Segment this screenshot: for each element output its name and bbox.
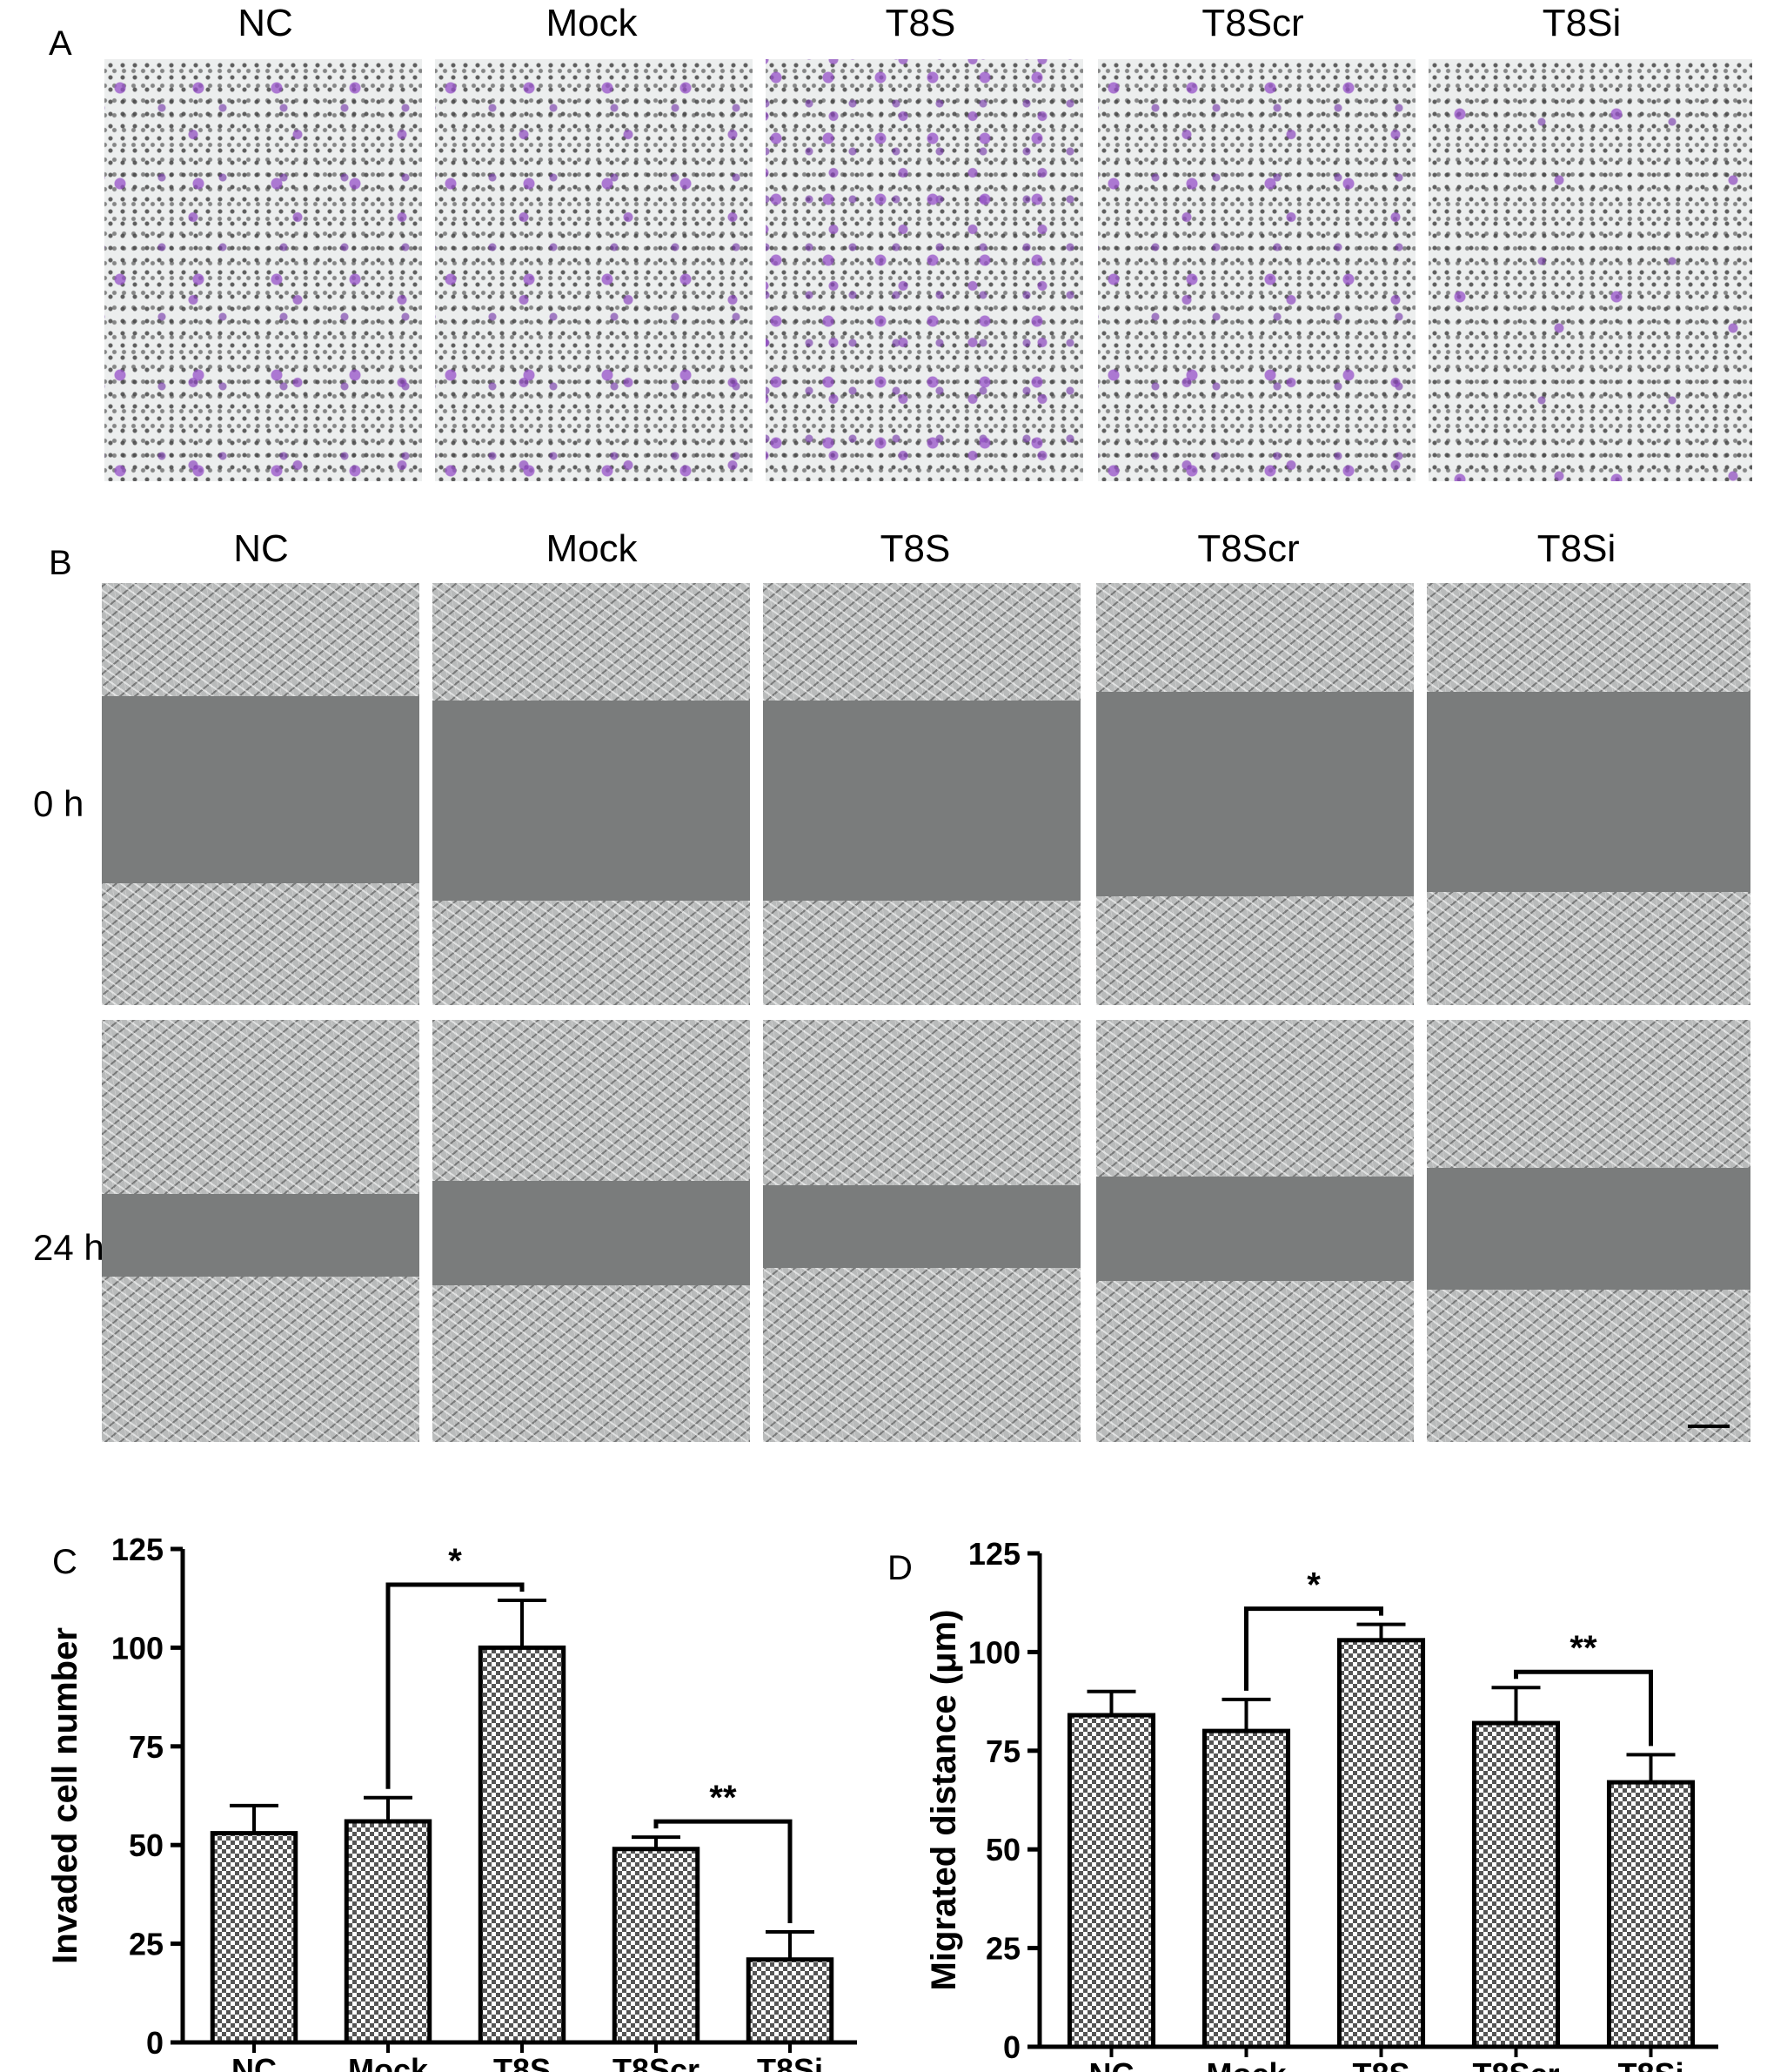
col-title-t8s: T8S [880,527,951,570]
bar-mock [1201,1728,1291,2049]
charts-svg: C 0 25 50 75 100 125 Invaded cell number NC Mock T… [46,1532,1718,2072]
chart-c: C 0 25 50 75 100 125 Invaded cell number NC Mock T… [46,1532,857,2072]
x-tick-label: T8Si [757,2052,823,2072]
wound-image-t8scr-24h [1096,1020,1414,1442]
wound-image-t8si-24h [1427,1020,1750,1442]
y-tick-label: 25 [129,1927,164,1962]
col-title-t8scr: T8Scr [1201,2,1304,44]
panel-letter-a: A [49,24,72,63]
row-label-0h: 0 h [33,783,84,824]
chart-d: D 0 25 50 75 100 125 Migrated distance (μm) NC Mo… [887,1536,1718,2072]
panel-letter-c: C [52,1543,77,1581]
x-tick-label: T8Scr [612,2052,699,2072]
y-tick-label: 100 [111,1630,164,1666]
col-title-t8si: T8Si [1542,2,1622,44]
y-tick-label: 50 [129,1827,164,1863]
y-tick-label: 75 [129,1729,164,1765]
x-tick-label: T8Si [1617,2056,1683,2072]
y-tick-label: 75 [986,1733,1021,1769]
bar-nc [1067,1713,1156,2049]
col-title-mock: Mock [545,527,638,570]
bar-t8s [1336,1638,1426,2049]
wound-image-t8s-0h [763,583,1081,1005]
x-tick-label: T8S [493,2052,551,2072]
transwell-image-t8s [766,59,1083,481]
significance-bracket [1244,1606,1383,1691]
x-tick-label: T8Scr [1472,2056,1559,2072]
significance-label: * [1307,1566,1321,1605]
col-title-nc: NC [238,2,293,44]
col-title-t8si: T8Si [1536,527,1616,570]
y-tick-label: 125 [111,1532,164,1567]
x-tick-label: Mock [348,2052,429,2072]
col-title-nc: NC [233,527,289,570]
panel-letter-b: B [49,544,72,582]
wound-image-mock-24h [432,1020,750,1442]
transwell-image-nc [104,59,422,481]
bar-t8scr [612,1847,700,2045]
significance-label: ** [709,1779,737,1817]
significance-bracket [1514,1669,1653,1747]
significance-bracket [653,1819,793,1923]
y-tick-label: 25 [986,1931,1021,1967]
significance-bracket [385,1582,525,1789]
significance-label: * [448,1542,462,1580]
row-label-24h: 24 h [33,1227,104,1268]
wound-image-nc-24h [102,1020,419,1442]
wound-image-t8scr-0h [1096,583,1414,1005]
bar-mock [344,1819,432,2045]
bar-nc [210,1831,298,2045]
col-title-t8scr: T8Scr [1197,527,1300,570]
y-axis-label: Migrated distance (μm) [925,1610,963,1991]
wound-image-t8si-0h [1427,583,1750,1005]
wound-image-nc-0h [102,583,419,1005]
y-tick-label: 125 [968,1536,1021,1572]
transwell-image-t8si [1429,59,1752,481]
wound-image-t8s-24h [763,1020,1081,1442]
scale-bar [1688,1425,1730,1428]
wound-image-mock-0h [432,583,750,1005]
x-tick-label: Mock [1206,2056,1287,2072]
significance-label: ** [1570,1629,1597,1667]
col-title-t8s: T8S [885,2,956,44]
y-tick-label: 50 [986,1832,1021,1867]
bar-t8scr [1471,1720,1561,2049]
y-axis-label: Invaded cell number [46,1627,84,1964]
x-tick-label: NC [1089,2056,1134,2072]
panel-letter-d: D [887,1549,913,1587]
col-title-mock: Mock [545,2,638,44]
bar-t8si [1606,1780,1696,2049]
x-tick-label: T8S [1352,2056,1409,2072]
bar-t8si [746,1957,834,2045]
y-tick-label: 0 [1003,2029,1021,2065]
y-tick-label: 100 [968,1634,1021,1670]
transwell-image-t8scr [1098,59,1416,481]
x-tick-label: NC [231,2052,277,2072]
transwell-image-mock [435,59,753,481]
bar-t8s [478,1645,566,2045]
y-tick-label: 0 [146,2025,164,2061]
